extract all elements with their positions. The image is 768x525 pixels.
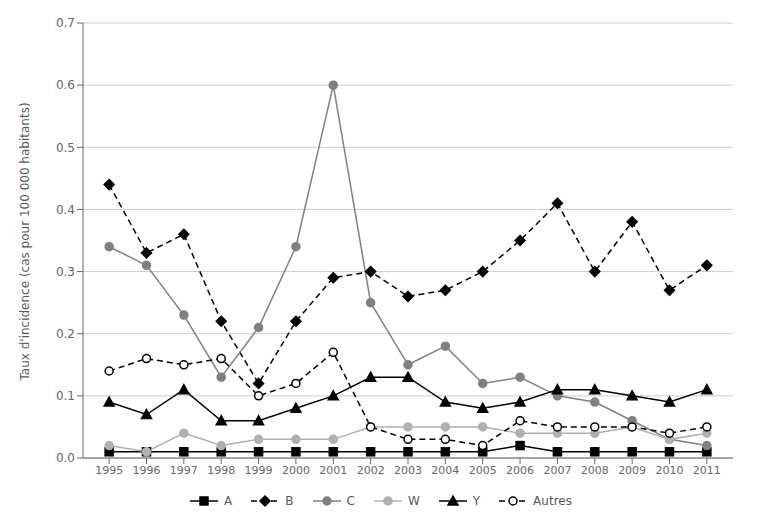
svg-text:2011: 2011	[693, 464, 721, 477]
html-text:A: A	[224, 494, 233, 508]
svg-text:2004: 2004	[431, 464, 459, 477]
svg-text:1999: 1999	[245, 464, 273, 477]
svg-text:0.2: 0.2	[56, 327, 75, 341]
svg-text:1996: 1996	[133, 464, 161, 477]
svg-text:Taux d'incidence (cas pour 100: Taux d'incidence (cas pour 100 000 habit…	[18, 102, 32, 381]
html-text:W: W	[407, 494, 420, 508]
svg-text:2008: 2008	[581, 464, 609, 477]
svg-text:2005: 2005	[469, 464, 497, 477]
svg-text:2003: 2003	[394, 464, 422, 477]
svg-text:2010: 2010	[655, 464, 683, 477]
svg-text:2009: 2009	[618, 464, 646, 477]
html-text:Autres: Autres	[533, 494, 572, 508]
svg-text:0.0: 0.0	[56, 451, 75, 465]
svg-text:2001: 2001	[319, 464, 347, 477]
html-text:Y: Y	[472, 494, 481, 508]
svg-text:0.5: 0.5	[56, 141, 75, 155]
svg-text:0.7: 0.7	[56, 16, 75, 30]
svg-text:0.1: 0.1	[56, 389, 75, 403]
svg-text:1997: 1997	[170, 464, 198, 477]
html-text:B: B	[285, 494, 294, 508]
html-text:C: C	[346, 494, 355, 508]
svg-text:2006: 2006	[506, 464, 534, 477]
svg-text:1995: 1995	[95, 464, 123, 477]
svg-text:0.6: 0.6	[56, 78, 75, 92]
svg-text:2000: 2000	[282, 464, 310, 477]
svg-text:0.4: 0.4	[56, 203, 75, 217]
svg-text:1998: 1998	[207, 464, 235, 477]
svg-text:2002: 2002	[357, 464, 385, 477]
svg-text:2007: 2007	[543, 464, 571, 477]
svg-text:0.3: 0.3	[56, 265, 75, 279]
